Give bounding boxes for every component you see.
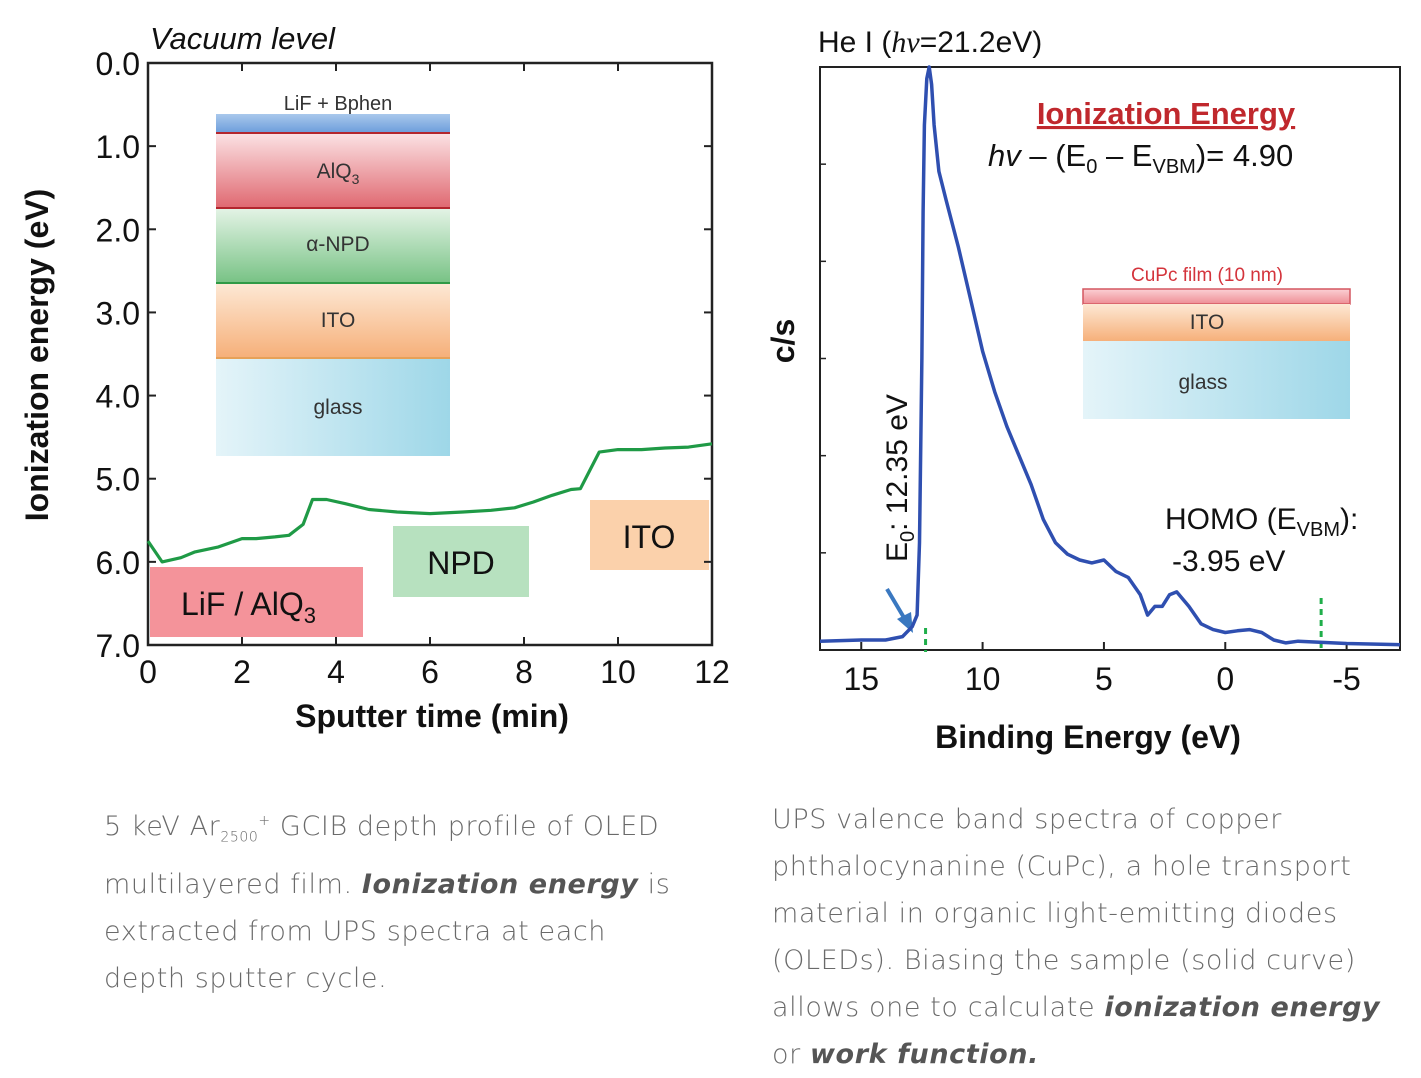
- inset-layer-label: glass: [313, 396, 362, 419]
- x-tick-label: 4: [327, 654, 345, 690]
- x-tick-label: 15: [843, 661, 879, 697]
- homo-value: -3.95 eV: [1172, 545, 1285, 578]
- x-tick-label: 12: [694, 654, 730, 690]
- inset-layer-label: ITO: [1190, 311, 1225, 334]
- y-tick-label: 3.0: [96, 295, 140, 331]
- x-tick-label: 5: [1095, 661, 1113, 697]
- svg-text:ITO: ITO: [623, 519, 676, 555]
- x-tick-label: 0: [139, 654, 157, 690]
- e0-annotation: E0: 12.35 eV: [881, 394, 919, 562]
- x-axis-label: Binding Energy (eV): [935, 719, 1241, 755]
- ionization-energy-line: [146, 442, 713, 564]
- cupc-layer-inset: CuPc film (10 nm) ITO glass: [1082, 265, 1351, 419]
- x-tick-label: 6: [421, 654, 439, 690]
- svg-text:LiF / AlQ3: LiF / AlQ3: [181, 586, 316, 628]
- y-tick-label: 6.0: [96, 545, 140, 581]
- x-tick-label: 10: [600, 654, 636, 690]
- y-tick-label: 7.0: [96, 628, 140, 664]
- region-label-npd: NPD: [393, 526, 529, 597]
- x-tick-label: 10: [965, 661, 1001, 697]
- x-axis-label: Sputter time (min): [295, 698, 569, 734]
- svg-text:NPD: NPD: [427, 545, 495, 581]
- x-tick-label: 8: [515, 654, 533, 690]
- y-axis-label: c/s: [765, 319, 801, 363]
- e0-arrow: [885, 587, 913, 633]
- oled-layer-inset: LiF + Bphen AlQ3 α-NPD ITO glass: [216, 93, 450, 456]
- region-label-lif-alq3: LiF / AlQ3: [150, 567, 363, 637]
- inset-layer-label: α-NPD: [306, 233, 369, 256]
- homo-annotation: HOMO (EVBM):: [1165, 503, 1358, 541]
- inset-layer-label: CuPc film (10 nm): [1131, 265, 1283, 286]
- ionization-formula: hv – (E0 – EVBM)= 4.90: [988, 138, 1293, 178]
- region-label-ito: ITO: [590, 500, 709, 570]
- y-axis-label: Ionization energy (eV): [19, 189, 55, 521]
- y-tick-label: 1.0: [96, 129, 140, 165]
- caption-right: UPS valence band spectra of copper phtha…: [772, 804, 1381, 1070]
- y-tick-label: 4.0: [96, 379, 140, 415]
- inset-layer-label: AlQ3: [317, 160, 360, 187]
- x-tick-label: -5: [1332, 661, 1360, 697]
- inset-layer-label: glass: [1178, 371, 1227, 394]
- ups-spectrum-marks: 15 10 5 0 -5: [819, 65, 1401, 697]
- y-tick-label: 5.0: [96, 462, 140, 498]
- depth-profile-marks: 0 2 4 6 8 10 12 0.0 1.0 2.0 3.0 4.0 5.0 6.0 7.0: [96, 46, 730, 690]
- ionization-energy-heading: Ionization Energy: [1037, 96, 1296, 131]
- caption-left: 5 keV Ar2500+ GCIB depth profile of OLED…: [104, 811, 671, 995]
- inset-layer-label: ITO: [321, 309, 356, 332]
- inset-layer-label: LiF + Bphen: [284, 93, 392, 115]
- y-tick-label: 2.0: [96, 212, 140, 248]
- vacuum-level-label: Vacuum level: [150, 21, 336, 56]
- chart-title: He I (hν=21.2eV): [818, 26, 1042, 59]
- ups-spectrum-line: [819, 65, 1401, 647]
- depth-profile-chart: Vacuum level LiF + Bphen AlQ3 α-NPD ITO …: [19, 21, 730, 734]
- x-tick-label: 2: [233, 654, 251, 690]
- x-tick-label: 0: [1216, 661, 1234, 697]
- y-tick-label: 0.0: [96, 46, 140, 82]
- ups-spectrum-chart: He I (hν=21.2eV) CuPc film (10 nm) ITO g…: [765, 26, 1401, 755]
